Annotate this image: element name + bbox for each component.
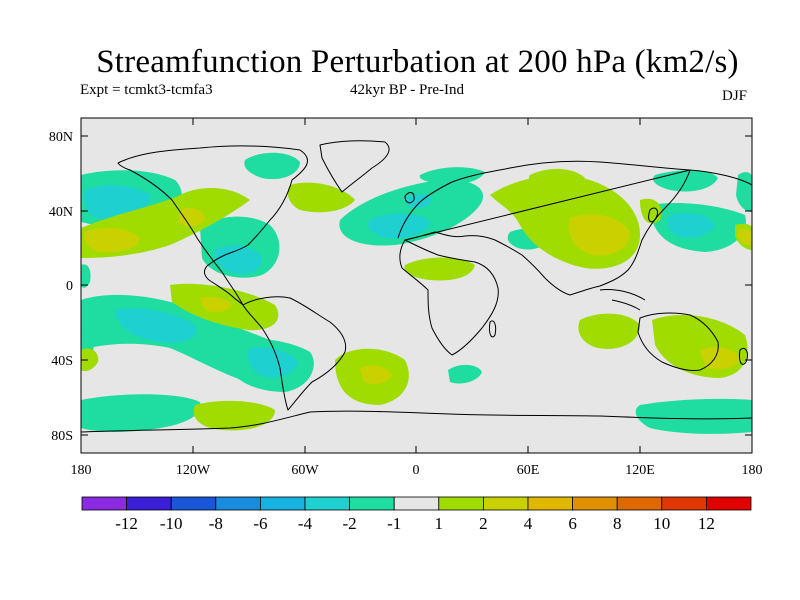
colorbar-label: 12 [698,514,715,533]
pos-band-southern-ocean [193,400,275,431]
pos-band-sh-pacific [81,348,99,372]
colorbar-label: -12 [115,514,138,533]
lat-tick-label: 80S [51,429,73,444]
colorbar-swatch [706,496,752,511]
coast-south-america [242,296,347,411]
colorbar-label: 2 [479,514,488,533]
neg-core-tropic-pacific [115,308,196,343]
coast-africa [399,239,499,356]
pos-core-npacific-ring [178,208,205,227]
colorbar-swatch [661,496,707,511]
coast-europe-asia [397,160,752,296]
lon-tick-label: 60E [517,463,540,478]
colorbar: -12 -10 -8 -6 -4 -2 -1 1 2 4 6 8 10 12 [81,496,752,533]
colorbar-label: -2 [343,514,357,533]
coast-madagascar [489,320,497,338]
coastlines [81,140,752,433]
colorbar-label: -1 [387,514,401,533]
colorbar-swatch [81,496,127,511]
period-label: 42kyr BP - Pre-Ind [350,82,465,98]
pos-band-north-africa [404,257,475,281]
coast-new-zealand [739,347,748,365]
coast-japan [648,207,658,223]
lon-tick-label: 180 [742,463,763,478]
colorbar-label: 10 [653,514,670,533]
pos-core-tropical-pacific [200,296,232,313]
pos-band-indian-ocean [578,313,640,349]
lon-tick-label: 60W [291,463,319,478]
lon-tick-label: 120W [176,463,211,478]
colorbar-swatch [572,496,618,511]
lon-tick-label: 0 [413,463,420,478]
lon-tick-labels: 180 120W 60W 0 60E 120E 180 [71,463,763,478]
lat-tick-labels: 80N 40N 0 40S 80S [49,130,73,444]
colorbar-swatch [170,496,217,511]
lat-tick-label: 40S [51,354,73,369]
colorbar-swatch [393,496,440,511]
experiment-label: Expt = tcmkt3-tcmfa3 [80,82,213,98]
neg-band-east-edge [736,172,752,212]
coast-north-america [117,145,308,306]
neg-band-west-edge [81,264,91,288]
pos-core-eurasia [568,214,630,256]
pos-band-namerica [287,182,355,213]
colorbar-swatch [126,496,172,511]
lat-tick-label: 80N [49,130,73,145]
lon-tick-marks [80,118,753,453]
coast-uk [404,192,415,204]
lat-tick-marks [81,135,752,436]
colorbar-swatch [349,496,395,511]
map-title: Streamfunction Perturbation at 200 hPa (… [96,44,739,80]
neg-core-caribbean [214,245,262,275]
colorbar-label: 4 [524,514,533,533]
neg-band-southern-ocean-w [81,394,201,432]
pos-band-eurasia-north [528,168,585,187]
coast-greenland [319,140,390,193]
colorbar-label: -6 [253,514,267,533]
pos-core-dateline-e [738,229,752,246]
colorbar-swatch [616,496,663,511]
colorbar-label: -8 [209,514,223,533]
colorbar-swatch [527,496,573,511]
pos-core-south-atl [360,365,392,384]
colorbar-label: -4 [298,514,313,533]
colorbar-label: 1 [435,514,444,533]
colorbar-label: -10 [160,514,183,533]
lon-tick-label: 180 [71,463,92,478]
neg-core-west-pacific [667,213,715,238]
colorbar-swatch [259,496,306,511]
neg-band-nwpacific-arc [244,152,300,180]
coast-australia [637,312,719,371]
neg-band-africa [448,364,482,384]
colorbar-swatch [482,496,529,511]
coast-indonesia [599,289,646,311]
colorbar-swatch [438,496,484,511]
colorbar-label: 6 [568,514,577,533]
neg-band-southern-ocean-e [635,398,752,434]
season-label: DJF [722,88,748,104]
colorbar-swatch [304,496,350,511]
colorbar-swatch [215,496,261,511]
coast-antarctica [81,410,752,433]
lat-tick-label: 0 [66,279,73,294]
neg-band-europe-mid [419,167,485,185]
neg-core-south-america [248,347,298,378]
neg-core-europe [368,213,430,239]
colorbar-label: 8 [613,514,622,533]
pos-core-npacific [84,228,140,253]
lat-tick-label: 40N [49,205,73,220]
lon-tick-label: 120E [625,463,655,478]
